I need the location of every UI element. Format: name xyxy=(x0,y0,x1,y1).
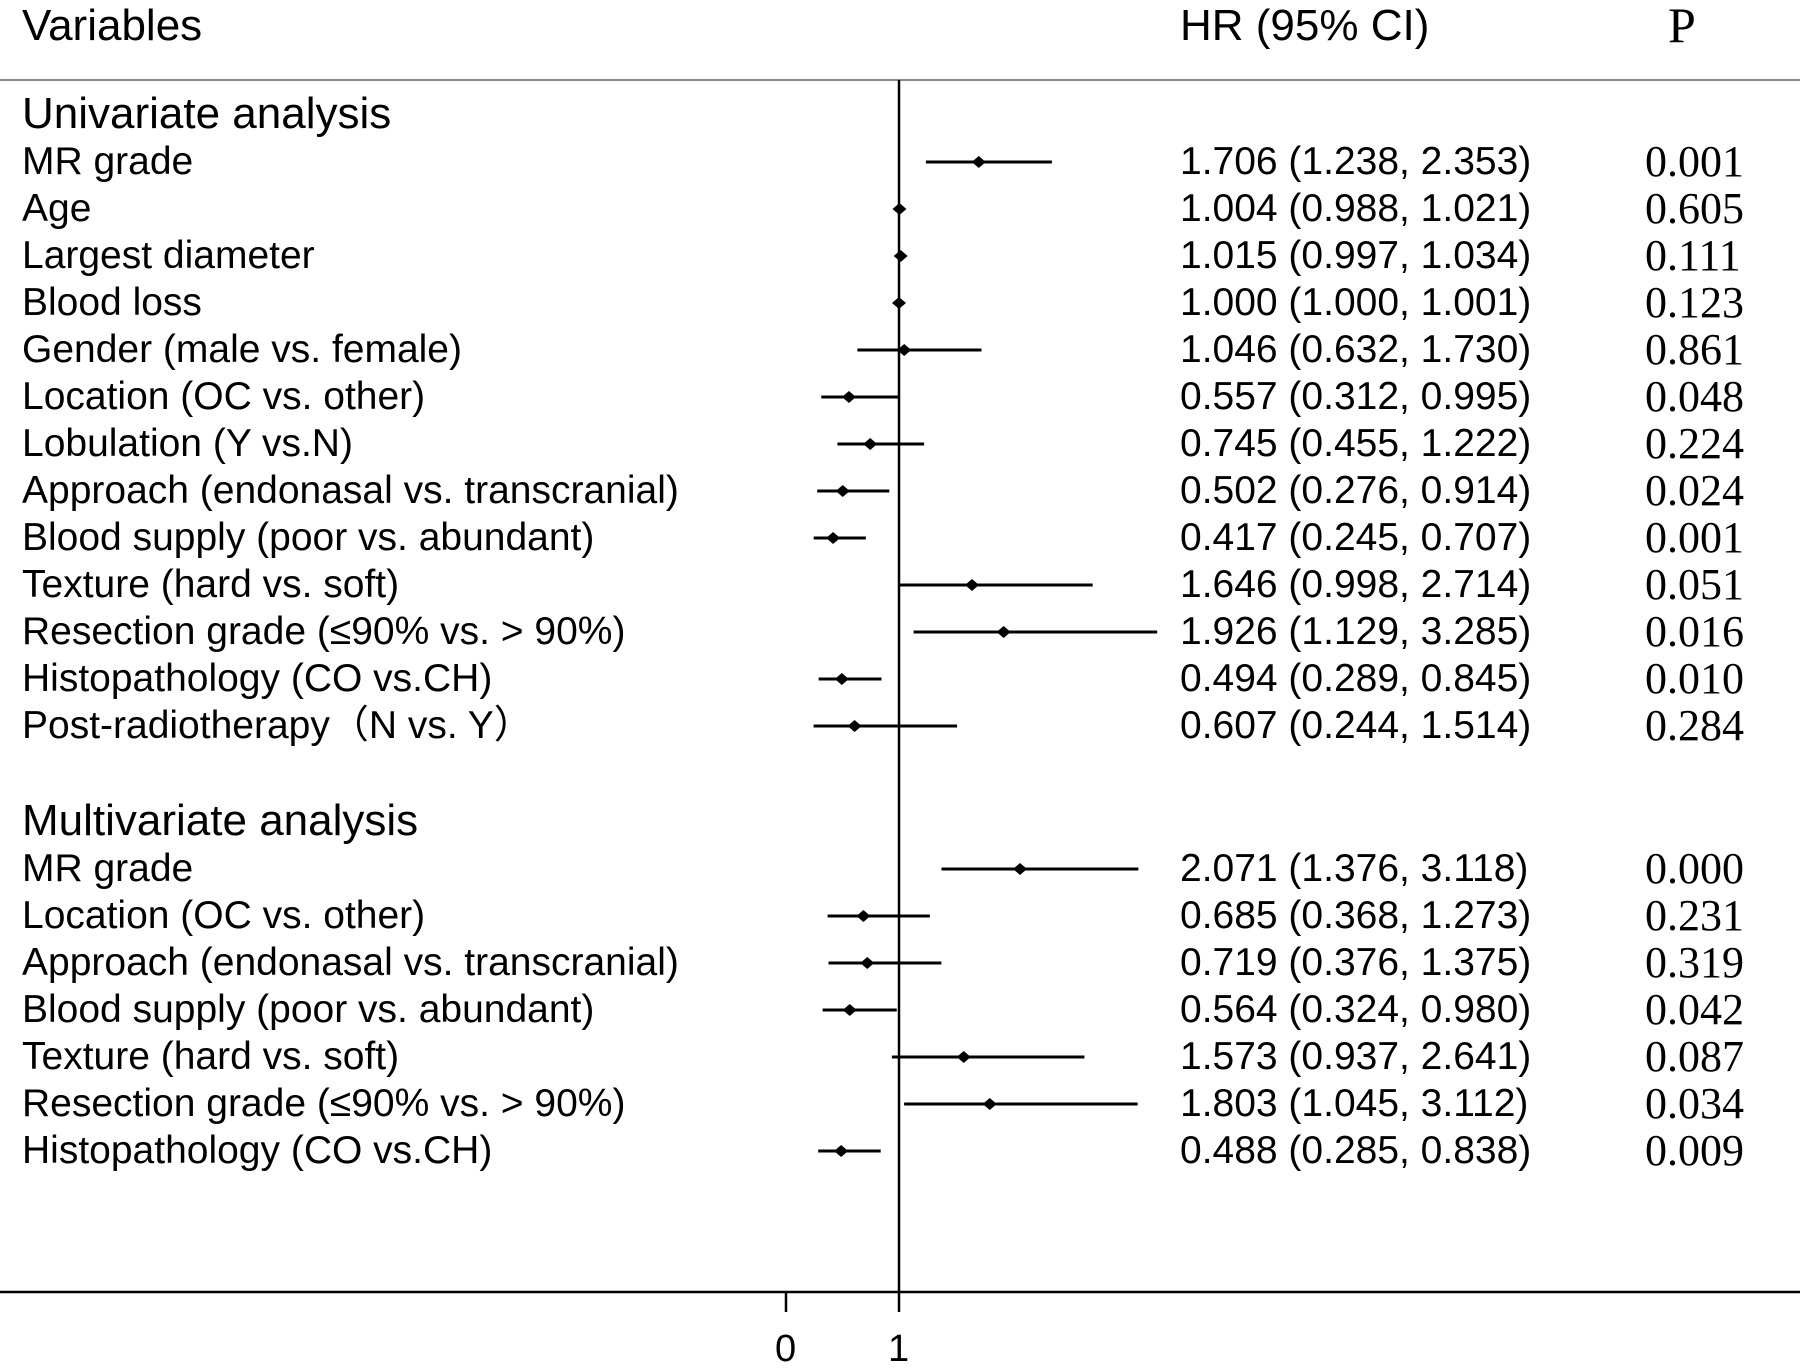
row-label: Location (OC vs. other) xyxy=(22,375,426,418)
row-hr-ci: 1.000 (1.000, 1.001) xyxy=(1180,281,1532,324)
row-hr-ci: 0.494 (0.289, 0.845) xyxy=(1180,657,1532,700)
row-hr-ci: 1.573 (0.937, 2.641) xyxy=(1180,1035,1532,1078)
row-label: Age xyxy=(22,187,92,230)
row-label: Lobulation (Y vs.N) xyxy=(22,422,353,465)
row-label: Location (OC vs. other) xyxy=(22,894,426,937)
row-hr-ci: 0.502 (0.276, 0.914) xyxy=(1180,469,1532,512)
row-p-value: 0.861 xyxy=(1645,325,1744,374)
hr-point xyxy=(842,1004,857,1016)
row-hr-ci: 1.015 (0.997, 1.034) xyxy=(1180,234,1532,277)
row-p-value: 0.034 xyxy=(1645,1079,1744,1128)
hr-point xyxy=(897,344,912,356)
hr-point xyxy=(971,156,986,168)
row-label: Resection grade (≤90% vs. > 90%) xyxy=(22,1082,626,1125)
row-hr-ci: 0.488 (0.285, 0.838) xyxy=(1180,1129,1532,1172)
row-label: Approach (endonasal vs. transcranial) xyxy=(22,469,679,512)
hr-point xyxy=(996,626,1011,638)
row-hr-ci: 2.071 (1.376, 3.118) xyxy=(1180,847,1529,890)
row-label: Histopathology (CO vs.CH) xyxy=(22,657,493,700)
row-p-value: 0.231 xyxy=(1645,891,1744,940)
row-p-value: 0.111 xyxy=(1645,231,1741,280)
row-hr-ci: 0.719 (0.376, 1.375) xyxy=(1180,941,1532,984)
hr-point xyxy=(835,485,850,497)
row-label: Histopathology (CO vs.CH) xyxy=(22,1129,493,1172)
hr-point xyxy=(964,579,979,591)
row-p-value: 0.123 xyxy=(1645,278,1744,327)
row-p-value: 0.284 xyxy=(1645,701,1744,750)
row-label: Post-radiotherapy（N vs. Y） xyxy=(22,704,533,747)
row-hr-ci: 0.745 (0.455, 1.222) xyxy=(1180,422,1532,465)
row-p-value: 0.224 xyxy=(1645,419,1744,468)
hr-point xyxy=(892,203,907,215)
hr-point xyxy=(834,673,849,685)
row-hr-ci: 1.646 (0.998, 2.714) xyxy=(1180,563,1532,606)
row-label: Approach (endonasal vs. transcranial) xyxy=(22,941,679,984)
row-label: Gender (male vs. female) xyxy=(22,328,462,371)
hr-point xyxy=(1013,863,1028,875)
row-label: MR grade xyxy=(22,847,194,890)
row-hr-ci: 0.685 (0.368, 1.273) xyxy=(1180,894,1532,937)
row-label: Resection grade (≤90% vs. > 90%) xyxy=(22,610,626,653)
hr-point xyxy=(893,250,908,262)
group-title: Multivariate analysis xyxy=(22,796,419,845)
row-hr-ci: 1.004 (0.988, 1.021) xyxy=(1180,187,1532,230)
row-hr-ci: 1.046 (0.632, 1.730) xyxy=(1180,328,1532,371)
row-p-value: 0.001 xyxy=(1645,137,1744,186)
hr-point xyxy=(863,438,878,450)
row-p-value: 0.042 xyxy=(1645,985,1744,1034)
hr-point xyxy=(892,297,906,309)
row-p-value: 0.010 xyxy=(1645,654,1744,703)
row-label: Texture (hard vs. soft) xyxy=(22,563,400,606)
row-p-value: 0.087 xyxy=(1645,1032,1744,1081)
row-p-value: 0.000 xyxy=(1645,844,1744,893)
row-label: Blood loss xyxy=(22,281,202,324)
row-hr-ci: 1.803 (1.045, 3.112) xyxy=(1180,1082,1529,1125)
x-tick-label: 1 xyxy=(888,1328,910,1370)
row-hr-ci: 0.417 (0.245, 0.707) xyxy=(1180,516,1532,559)
hr-point xyxy=(860,957,875,969)
row-hr-ci: 0.607 (0.244, 1.514) xyxy=(1180,704,1532,747)
hr-point xyxy=(982,1098,997,1110)
row-label: MR grade xyxy=(22,140,194,183)
hr-point xyxy=(841,391,856,403)
row-p-value: 0.048 xyxy=(1645,372,1744,421)
row-label: Blood supply (poor vs. abundant) xyxy=(22,516,595,559)
hr-point xyxy=(847,720,862,732)
row-p-value: 0.016 xyxy=(1645,607,1744,656)
group-title: Univariate analysis xyxy=(22,89,392,138)
row-p-value: 0.605 xyxy=(1645,184,1744,233)
row-label: Texture (hard vs. soft) xyxy=(22,1035,400,1078)
x-tick-label: 0 xyxy=(775,1328,797,1370)
header-p: P xyxy=(1668,0,1696,53)
row-p-value: 0.024 xyxy=(1645,466,1744,515)
row-p-value: 0.051 xyxy=(1645,560,1744,609)
row-label: Blood supply (poor vs. abundant) xyxy=(22,988,595,1031)
row-hr-ci: 1.706 (1.238, 2.353) xyxy=(1180,140,1532,183)
hr-point xyxy=(834,1145,849,1157)
row-p-value: 0.009 xyxy=(1645,1126,1744,1175)
row-p-value: 0.001 xyxy=(1645,513,1744,562)
row-hr-ci: 0.564 (0.324, 0.980) xyxy=(1180,988,1532,1031)
row-hr-ci: 1.926 (1.129, 3.285) xyxy=(1180,610,1532,653)
row-label: Largest diameter xyxy=(22,234,315,277)
header-variables: Variables xyxy=(22,1,203,50)
hr-point xyxy=(826,532,841,544)
header-hr-ci: HR (95% CI) xyxy=(1180,1,1430,50)
row-hr-ci: 0.557 (0.312, 0.995) xyxy=(1180,375,1532,418)
row-p-value: 0.319 xyxy=(1645,938,1744,987)
hr-point xyxy=(956,1051,971,1063)
hr-point xyxy=(856,910,871,922)
